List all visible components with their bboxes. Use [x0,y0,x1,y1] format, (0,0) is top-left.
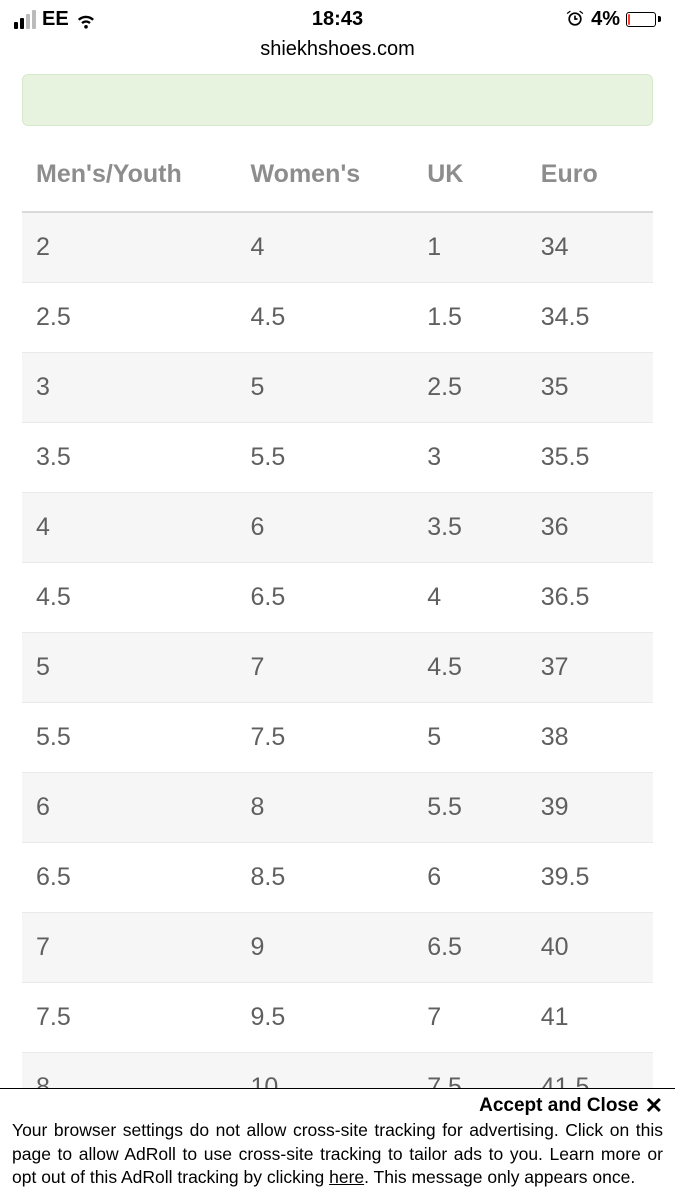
table-cell: 7 [237,633,414,703]
table-cell: 2 [22,212,237,283]
status-bar: EE 18:43 4% [0,0,675,38]
table-cell: 5 [237,353,414,423]
table-cell: 1.5 [413,283,527,353]
table-cell: 9.5 [237,983,414,1053]
table-cell: 36 [527,493,653,563]
table-cell: 41 [527,983,653,1053]
table-cell: 9 [237,913,414,983]
table-row: 685.539 [22,773,653,843]
table-cell: 39 [527,773,653,843]
table-cell: 4 [22,493,237,563]
table-cell: 4 [237,212,414,283]
table-cell: 36.5 [527,563,653,633]
table-cell: 37 [527,633,653,703]
table-row: 24134 [22,212,653,283]
table-cell: 8 [237,773,414,843]
accept-close-link[interactable]: Accept and Close [479,1095,638,1117]
table-cell: 7 [22,913,237,983]
table-cell: 5.5 [413,773,527,843]
signal-icon [14,10,36,29]
address-bar[interactable]: shiekhshoes.com [0,38,675,74]
table-cell: 3 [413,423,527,493]
table-cell: 4 [413,563,527,633]
notice-text-post: . This message only appears once. [364,1167,635,1187]
table-row: 5.57.5538 [22,703,653,773]
table-row: 352.535 [22,353,653,423]
table-cell: 7.5 [237,703,414,773]
table-cell: 35.5 [527,423,653,493]
table-cell: 5.5 [237,423,414,493]
table-col-uk: UK [413,154,527,212]
size-table: Men's/Youth Women's UK Euro 241342.54.51… [22,154,653,1123]
battery-icon [626,12,661,27]
table-cell: 39.5 [527,843,653,913]
table-row: 796.540 [22,913,653,983]
table-cell: 35 [527,353,653,423]
carrier-label: EE [42,8,69,31]
battery-pct-label: 4% [591,8,620,31]
table-cell: 34 [527,212,653,283]
table-cell: 1 [413,212,527,283]
address-url: shiekhshoes.com [260,38,415,60]
status-time: 18:43 [312,8,363,31]
table-cell: 4.5 [413,633,527,703]
table-cell: 5 [22,633,237,703]
table-row: 574.537 [22,633,653,703]
wifi-icon [75,8,97,30]
table-cell: 5.5 [22,703,237,773]
table-cell: 3 [22,353,237,423]
close-icon[interactable]: ✕ [645,1095,663,1117]
table-row: 2.54.51.534.5 [22,283,653,353]
cookie-notice-body: Your browser settings do not allow cross… [12,1119,663,1190]
table-row: 3.55.5335.5 [22,423,653,493]
table-cell: 38 [527,703,653,773]
table-row: 4.56.5436.5 [22,563,653,633]
status-left: EE [14,8,97,31]
table-cell: 34.5 [527,283,653,353]
table-cell: 6.5 [413,913,527,983]
table-row: 6.58.5639.5 [22,843,653,913]
alarm-icon [565,9,585,29]
table-col-euro: Euro [527,154,653,212]
table-cell: 6 [22,773,237,843]
table-row: 463.536 [22,493,653,563]
promo-banner [22,74,653,126]
table-cell: 6 [413,843,527,913]
table-cell: 6.5 [237,563,414,633]
table-cell: 4.5 [237,283,414,353]
table-cell: 3.5 [413,493,527,563]
table-cell: 2.5 [413,353,527,423]
table-cell: 2.5 [22,283,237,353]
cookie-notice: Accept and Close ✕ Your browser settings… [0,1088,675,1200]
table-cell: 5 [413,703,527,773]
table-col-mens: Men's/Youth [22,154,237,212]
table-cell: 6.5 [22,843,237,913]
page-content: Men's/Youth Women's UK Euro 241342.54.51… [0,74,675,1123]
table-cell: 7.5 [22,983,237,1053]
notice-link-here[interactable]: here [329,1167,364,1187]
status-right: 4% [565,8,661,31]
table-cell: 4.5 [22,563,237,633]
table-row: 7.59.5741 [22,983,653,1053]
table-cell: 8.5 [237,843,414,913]
table-cell: 6 [237,493,414,563]
table-cell: 40 [527,913,653,983]
table-col-womens: Women's [237,154,414,212]
table-header-row: Men's/Youth Women's UK Euro [22,154,653,212]
table-cell: 7 [413,983,527,1053]
table-cell: 3.5 [22,423,237,493]
